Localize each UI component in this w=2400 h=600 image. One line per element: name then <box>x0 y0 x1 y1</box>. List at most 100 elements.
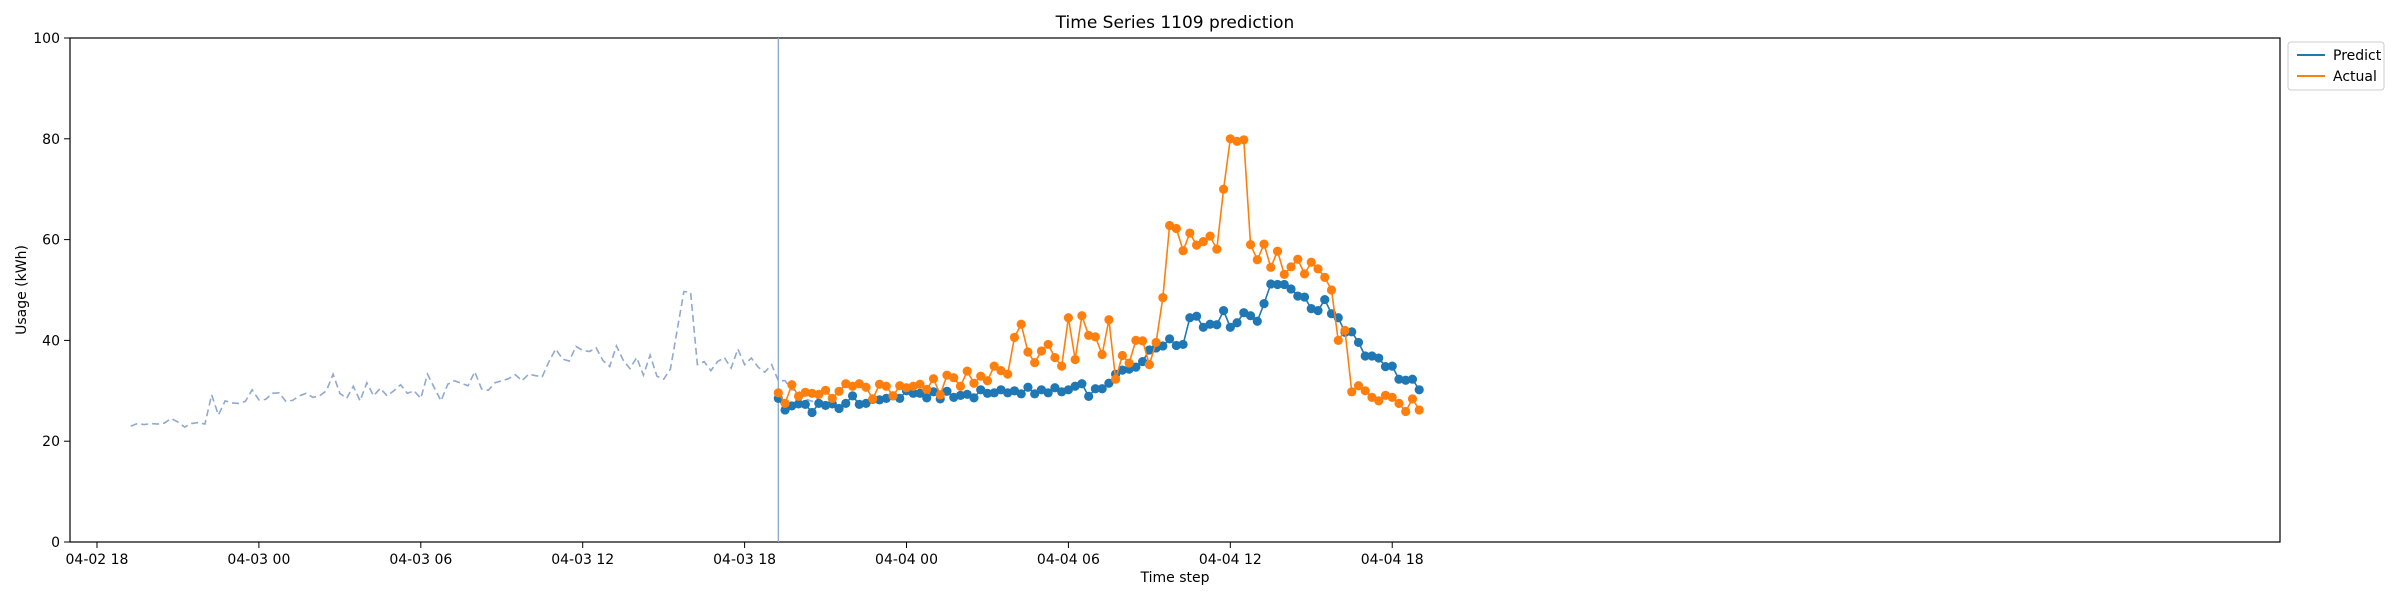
actual-point <box>1299 269 1310 279</box>
predict-point <box>1178 339 1188 350</box>
actual-point <box>1198 237 1208 247</box>
predict-point <box>1279 279 1289 290</box>
actual-point <box>955 381 966 391</box>
actual-point <box>1124 358 1134 368</box>
predict-point <box>807 407 817 418</box>
actual-point <box>1407 394 1418 404</box>
actual-point <box>1252 255 1262 265</box>
predict-point <box>908 388 918 398</box>
chart-title: Time Series 1109 prediction <box>1055 13 1295 33</box>
actual-point <box>1117 350 1127 361</box>
actual-point <box>1185 228 1195 238</box>
actual-point <box>1090 332 1100 342</box>
x-tick-label: 04-04 18 <box>1361 552 1424 568</box>
actual-point <box>1218 184 1229 194</box>
actual-point <box>1353 381 1364 391</box>
actual-point <box>780 398 790 408</box>
predict-point <box>1050 383 1060 393</box>
actual-point <box>1036 346 1047 356</box>
predict-point <box>1084 391 1094 401</box>
predict-point <box>1394 374 1404 384</box>
predict-point <box>1191 311 1202 321</box>
actual-point <box>1050 352 1060 363</box>
predict-point <box>854 399 864 410</box>
actual-point <box>1212 244 1222 254</box>
predict-point <box>1225 322 1235 332</box>
actual-point <box>1009 332 1020 342</box>
actual-point <box>996 366 1006 376</box>
plot-frame <box>69 37 2281 543</box>
actual-point <box>1151 337 1161 348</box>
actual-point <box>1104 315 1114 325</box>
actual-point <box>814 389 824 399</box>
actual-point <box>989 361 999 371</box>
predict-point <box>1205 319 1215 329</box>
predict-point <box>1232 318 1242 328</box>
y-axis-label: Usage (kWh) <box>14 245 30 335</box>
actual-point <box>969 378 979 388</box>
y-tick-label: 80 <box>42 132 60 148</box>
predict-point <box>1401 375 1411 385</box>
actual-point <box>1333 335 1343 345</box>
predict-point <box>942 386 952 396</box>
actual-point <box>922 384 932 394</box>
predict-point <box>1293 291 1303 301</box>
predict-point <box>1387 361 1397 371</box>
predict-point <box>1158 341 1168 351</box>
series-layer <box>773 134 1424 418</box>
actual-point <box>1178 246 1188 256</box>
predict-point <box>780 405 790 415</box>
x-tick-label: 04-03 06 <box>389 552 452 568</box>
predict-point <box>1320 294 1330 305</box>
actual-point <box>773 388 783 398</box>
legend-predict-label: Predict <box>2333 48 2382 64</box>
actual-point <box>1043 339 1053 350</box>
predict-point <box>793 399 804 409</box>
actual-point <box>1016 319 1026 329</box>
predict-point <box>1077 379 1087 389</box>
actual-point <box>1205 231 1215 241</box>
predict-point <box>1212 320 1222 330</box>
y-tick-label: 20 <box>42 434 60 450</box>
actual-point <box>928 374 939 384</box>
plot-area <box>69 37 2281 543</box>
actual-point <box>834 386 844 396</box>
actual-point <box>1239 135 1249 145</box>
predict-point <box>915 388 925 398</box>
legend-actual-label: Actual <box>2333 69 2377 85</box>
legend: Predict Actual <box>2287 41 2385 91</box>
actual-point <box>1401 406 1411 417</box>
predict-point <box>1117 365 1127 375</box>
actual-point <box>807 388 817 398</box>
actual-point <box>854 379 864 389</box>
actual-point <box>1111 374 1121 384</box>
predict-point <box>1218 306 1229 316</box>
actual-point <box>1306 257 1316 267</box>
actual-point <box>1030 357 1040 368</box>
predict-point <box>1023 382 1033 392</box>
actual-point <box>1077 311 1087 321</box>
predict-point <box>1090 384 1100 394</box>
actual-point <box>1191 240 1202 250</box>
x-tick-label: 04-04 00 <box>875 552 938 568</box>
predict-point <box>861 398 871 408</box>
actual-point <box>1070 354 1080 365</box>
actual-point <box>881 381 891 391</box>
predict-point <box>1407 374 1418 384</box>
predict-point <box>969 393 979 403</box>
predict-point <box>847 391 858 401</box>
predict-point <box>962 389 972 399</box>
predict-point <box>955 390 966 400</box>
actual-point <box>1293 254 1303 264</box>
predict-point <box>976 385 986 395</box>
actual-point <box>1414 405 1424 415</box>
x-tick-label: 04-03 00 <box>227 552 290 568</box>
x-tick-label: 04-03 12 <box>551 552 614 568</box>
predict-point <box>1063 385 1074 395</box>
y-tick-label: 0 <box>51 535 60 551</box>
actual-point <box>1003 369 1013 379</box>
predict-point <box>1131 362 1141 372</box>
predict-point <box>982 388 993 398</box>
actual-point <box>976 371 986 381</box>
